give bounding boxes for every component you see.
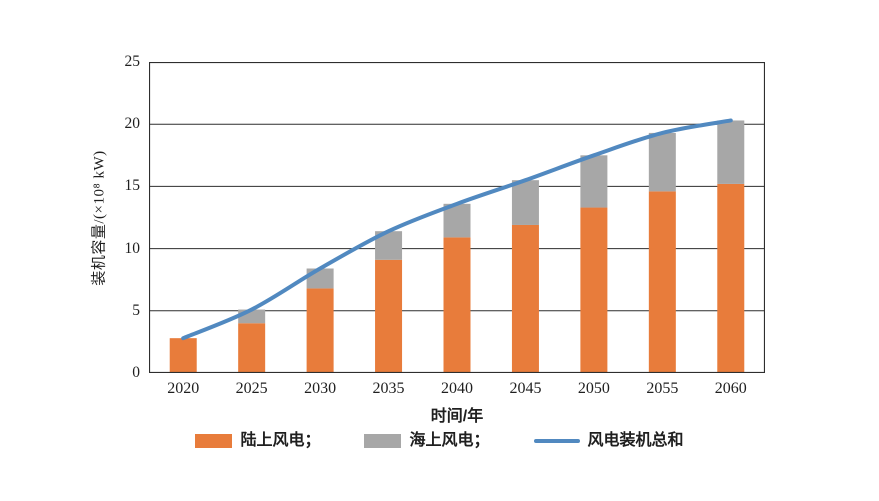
x-tick-label: 2060 bbox=[714, 380, 747, 397]
plot-area bbox=[149, 62, 765, 373]
legend-label: 陆上风电； bbox=[240, 432, 321, 449]
y-axis-title: 装机容量/(×10⁸ kW) bbox=[91, 150, 108, 286]
y-tick-label: 15 bbox=[124, 177, 141, 195]
bar-onshore bbox=[580, 207, 608, 373]
bar-offshore bbox=[580, 155, 608, 208]
legend-item: 风电装机总和 bbox=[533, 431, 684, 451]
bar-offshore bbox=[511, 180, 539, 225]
x-tick-label: 2050 bbox=[577, 380, 610, 397]
bar-offshore bbox=[648, 132, 676, 192]
legend-label: 海上风电； bbox=[409, 432, 490, 449]
bar-offshore bbox=[443, 203, 471, 238]
bar-onshore bbox=[717, 183, 745, 373]
total-line bbox=[181, 118, 733, 341]
x-tick-label: 2025 bbox=[235, 380, 268, 397]
x-tick-label: 2045 bbox=[509, 380, 542, 397]
y-tick-label: 25 bbox=[124, 53, 141, 70]
plot-border bbox=[149, 62, 765, 373]
x-tick-label: 2035 bbox=[372, 380, 405, 397]
bar-onshore bbox=[238, 323, 266, 373]
bar-offshore bbox=[717, 120, 745, 184]
bar-onshore bbox=[306, 288, 334, 373]
legend-item: 陆上风电； bbox=[195, 431, 320, 451]
bar-onshore bbox=[648, 191, 676, 373]
x-tick-label: 2055 bbox=[646, 380, 679, 397]
bar-onshore bbox=[443, 237, 471, 373]
y-tick-label: 10 bbox=[124, 239, 141, 257]
legend-line-swatch bbox=[533, 439, 580, 443]
x-tick-label: 2040 bbox=[441, 380, 473, 397]
bar-onshore bbox=[169, 338, 197, 373]
legend: 陆上风电； 海上风电； 风电装机总和 bbox=[0, 431, 879, 451]
y-tick-label: 20 bbox=[124, 115, 141, 133]
bar-onshore bbox=[375, 259, 403, 373]
legend-bar-swatch bbox=[364, 434, 402, 448]
y-tick-label: 0 bbox=[132, 364, 140, 381]
x-axis-title: 时间/年 bbox=[430, 408, 484, 425]
bar-onshore bbox=[511, 224, 539, 373]
legend-item: 海上风电； bbox=[364, 431, 490, 451]
x-tick-label: 2020 bbox=[167, 380, 200, 397]
legend-bar-swatch bbox=[195, 434, 233, 448]
bar-offshore bbox=[306, 268, 334, 289]
x-tick-label: 2030 bbox=[304, 380, 337, 397]
legend-label: 风电装机总和 bbox=[587, 432, 684, 449]
y-tick-label: 5 bbox=[132, 301, 140, 319]
